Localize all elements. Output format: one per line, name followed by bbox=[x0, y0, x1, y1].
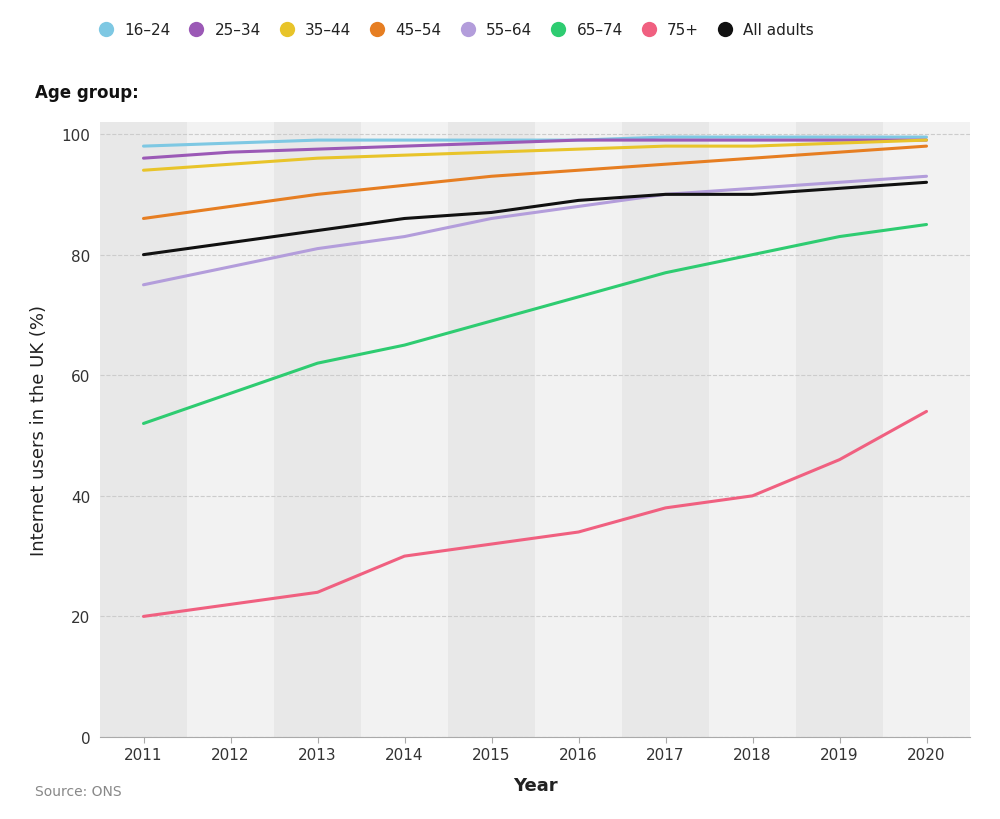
Bar bbox=[100, 123, 187, 737]
Text: Age group:: Age group: bbox=[35, 84, 139, 102]
Bar bbox=[535, 123, 622, 737]
Bar bbox=[361, 123, 448, 737]
Bar bbox=[448, 123, 535, 737]
Bar bbox=[796, 123, 883, 737]
X-axis label: Year: Year bbox=[513, 776, 557, 794]
Text: Source: ONS: Source: ONS bbox=[35, 785, 122, 799]
Bar bbox=[709, 123, 796, 737]
Bar bbox=[187, 123, 274, 737]
Bar bbox=[622, 123, 709, 737]
Bar bbox=[274, 123, 361, 737]
Y-axis label: Internet users in the UK (%): Internet users in the UK (%) bbox=[30, 305, 48, 555]
Legend: 16–24, 25–34, 35–44, 45–54, 55–64, 65–74, 75+, All adults: 16–24, 25–34, 35–44, 45–54, 55–64, 65–74… bbox=[90, 23, 814, 38]
Bar bbox=[883, 123, 970, 737]
